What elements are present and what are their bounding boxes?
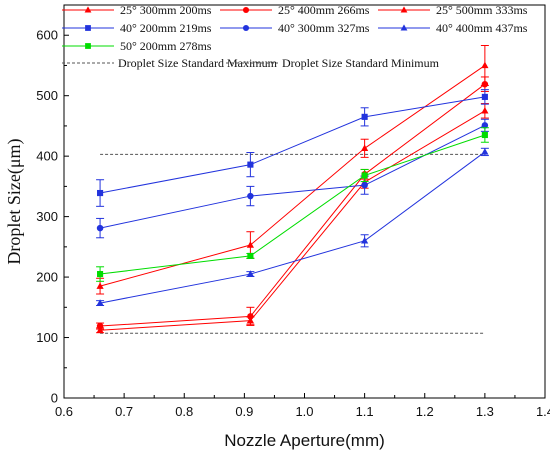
legend: 25° 300mm 200ms 25° 400mm 266ms 25° 500mm … xyxy=(62,3,528,70)
legend-label: 40° 400mm 437ms xyxy=(436,21,528,35)
legend-item: 40° 300mm 327ms xyxy=(220,21,370,35)
legend-label: 25° 300mm 200ms xyxy=(120,3,212,17)
point xyxy=(247,192,254,200)
point xyxy=(361,237,369,244)
legend-item: Droplet Size Standard Minimum xyxy=(226,56,440,70)
point xyxy=(361,144,369,151)
point xyxy=(400,6,408,13)
point xyxy=(400,24,408,31)
legend-label: Droplet Size Standard Maximum xyxy=(118,56,278,70)
series-line xyxy=(99,124,486,229)
point xyxy=(481,122,489,129)
legend-label: 50° 200mm 278ms xyxy=(120,39,212,53)
point xyxy=(481,80,489,88)
point xyxy=(96,282,104,289)
y-tick-label: 0 xyxy=(51,391,58,406)
series xyxy=(96,45,489,295)
series xyxy=(96,118,489,239)
x-tick-label: 1.4 xyxy=(536,404,550,419)
legend-item: 50° 200mm 278ms xyxy=(62,39,212,53)
legend-item: 40° 200mm 219ms xyxy=(62,21,212,35)
legend-label: 40° 200mm 219ms xyxy=(120,21,212,35)
series xyxy=(96,89,489,207)
series xyxy=(96,147,489,306)
point xyxy=(97,189,104,197)
x-tick-label: 1.3 xyxy=(476,404,494,419)
series-line xyxy=(100,83,486,327)
point xyxy=(246,270,254,277)
point xyxy=(84,6,92,13)
point xyxy=(361,181,368,189)
x-tick-label: 1.1 xyxy=(356,404,374,419)
legend-label: 25° 500mm 333ms xyxy=(436,3,528,17)
y-tick-label: 100 xyxy=(36,330,58,345)
point xyxy=(361,113,368,120)
point xyxy=(481,61,489,69)
legend-item: 25° 500mm 333ms xyxy=(378,3,528,17)
point xyxy=(481,148,489,155)
y-tick-label: 400 xyxy=(36,149,58,164)
x-tick-label: 0.6 xyxy=(55,404,73,419)
point xyxy=(481,93,488,100)
point xyxy=(246,316,254,324)
point xyxy=(96,299,104,306)
legend-label: 40° 300mm 327ms xyxy=(278,21,370,35)
point xyxy=(481,131,488,139)
y-tick-label: 500 xyxy=(36,88,58,103)
y-axis-title: Droplet Size(μm) xyxy=(4,138,25,264)
legend-label: Droplet Size Standard Minimum xyxy=(282,56,440,70)
point xyxy=(85,25,91,31)
y-tick-label: 300 xyxy=(36,209,58,224)
point xyxy=(96,224,104,232)
reference-lines xyxy=(100,153,485,334)
x-tick-label: 0.8 xyxy=(175,404,193,419)
point xyxy=(242,6,250,14)
legend-item: 40° 400mm 437ms xyxy=(378,21,528,35)
point xyxy=(85,43,91,49)
x-tick-label: 1.0 xyxy=(295,404,313,419)
legend-label: 25° 400mm 266ms xyxy=(278,3,370,17)
legend-item: 25° 300mm 200ms xyxy=(62,3,212,17)
x-axis-title: Nozzle Aperture(mm) xyxy=(224,431,385,450)
point xyxy=(97,270,104,278)
x-tick-label: 0.7 xyxy=(115,404,133,419)
axes: 0.6 0.7 0.8 0.9 1.0 1.1 1.2 1.3 1.4 0 100 200 300 400… xyxy=(36,28,550,419)
series xyxy=(96,127,489,282)
y-tick-label: 200 xyxy=(36,270,58,285)
series-line xyxy=(100,134,486,275)
series-line xyxy=(100,110,486,331)
x-tick-label: 1.2 xyxy=(416,404,434,419)
point xyxy=(96,326,104,333)
series-line xyxy=(99,96,485,194)
series-line xyxy=(99,151,486,304)
x-tick-label: 0.9 xyxy=(235,404,253,419)
series xyxy=(96,76,489,330)
y-tick-label: 600 xyxy=(36,28,58,43)
point xyxy=(242,24,250,32)
legend-item: 25° 400mm 266ms xyxy=(220,3,370,17)
point xyxy=(247,161,254,168)
series xyxy=(96,103,489,334)
point xyxy=(481,107,489,114)
point xyxy=(247,252,254,259)
point xyxy=(361,172,368,179)
point xyxy=(246,241,254,248)
legend-item: Droplet Size Standard Maximum xyxy=(62,56,278,70)
series-layer xyxy=(96,45,489,334)
series-line xyxy=(99,65,486,287)
